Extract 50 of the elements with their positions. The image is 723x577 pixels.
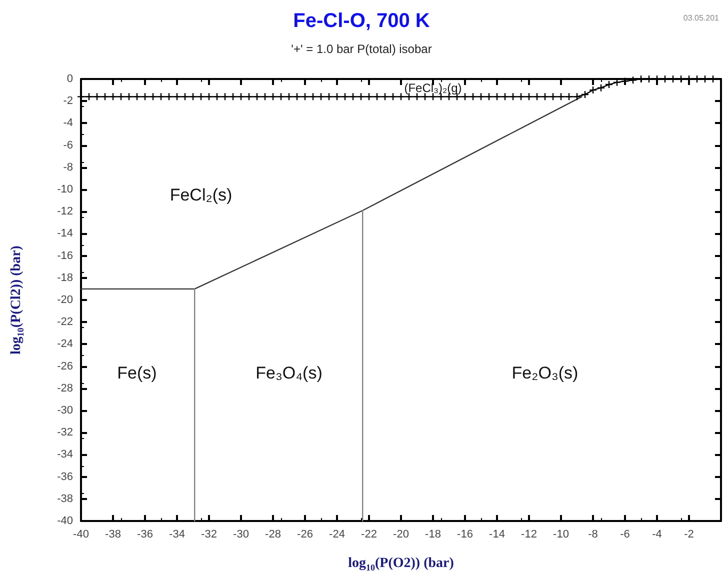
annotation: FeCl₂(s) [170,186,232,205]
text: 03.05.201 [683,14,720,22]
x-tick-label: -4 [652,528,662,540]
y-tick-label: -26 [57,360,73,372]
x-tick-label: -40 [73,528,89,540]
annotation: Fe₃O₄(s) [256,363,322,382]
x-tick-label: -12 [521,528,537,540]
x-tick-label: -24 [329,528,345,540]
y-tick-label: -12 [57,206,73,218]
y-tick-label: -34 [57,448,73,461]
y-tick-label: -36 [57,470,73,483]
x-tick-label: -32 [201,528,217,540]
x-tick-label: -22 [361,528,377,540]
chart-subtitle: '+' = 1.0 bar P(total) isobar [291,42,432,56]
y-tick-label: -6 [63,139,73,152]
y-tick-label: -32 [57,426,73,439]
y-tick-label: -30 [57,404,73,416]
x-tick-label: -26 [297,528,313,540]
x-tick-label: -30 [233,528,249,540]
annotation: Fe₂O₃(s) [512,363,578,382]
x-tick-label: -16 [457,528,473,540]
annotation: (FeCl₃)₂(g) [404,80,462,95]
x-tick-label: -10 [553,528,569,540]
y-tick-label: -10 [57,184,73,196]
y-tick-label: -14 [57,228,73,240]
x-tick-label: -18 [425,528,441,540]
y-tick-label: -28 [57,382,73,394]
y-tick-label: -18 [57,272,73,284]
y-tick-label: -8 [63,161,73,174]
x-tick-label: -2 [684,528,694,540]
x-tick-label: -28 [265,528,281,540]
x-tick-label: -14 [489,528,505,540]
y-tick-label: -16 [57,250,73,262]
x-tick-label: -38 [105,528,121,540]
y-tick-label: -38 [57,492,73,505]
y-tick-label: -20 [57,294,73,306]
y-tick-label: -2 [63,95,73,108]
y-tick-label: -22 [57,316,73,328]
y-tick-label: -40 [57,515,73,527]
x-tick-label: -20 [393,528,409,540]
x-tick-label: -36 [137,528,153,540]
x-tick-label: -8 [588,528,598,540]
y-tick-label: 0 [66,73,73,85]
y-tick-label: -4 [63,117,73,130]
annotation: Fe(s) [117,363,157,382]
x-tick-label: -34 [169,528,185,540]
chart-title: Fe-Cl-O, 700 K [293,10,430,32]
y-tick-label: -24 [57,338,73,350]
y-axis-title: log10(P(Cl2)) (bar) [9,245,26,354]
x-tick-label: -6 [620,528,630,540]
